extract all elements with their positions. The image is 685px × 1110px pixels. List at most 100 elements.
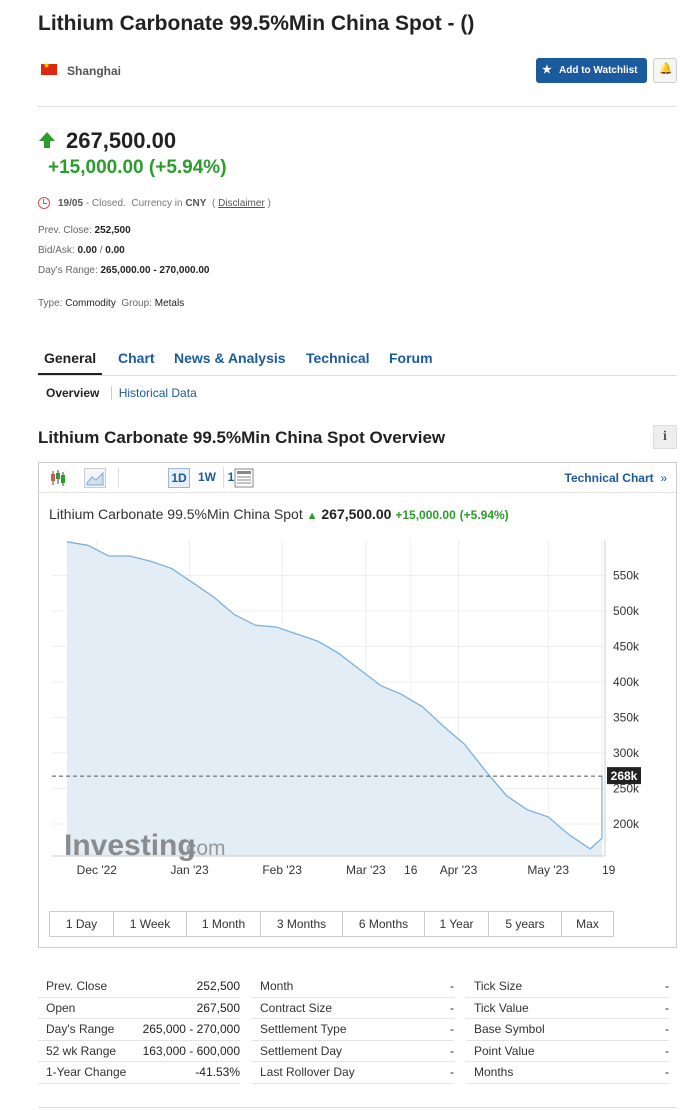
stat-label: Tick Value (474, 1000, 529, 1015)
change-percent: (+5.94%) (148, 157, 227, 178)
y-tick-label: 250k (613, 782, 640, 796)
up-arrow-icon (39, 132, 55, 148)
stat-label: Settlement Day (260, 1043, 343, 1058)
disclaimer-link[interactable]: Disclaimer (218, 198, 265, 209)
range-1-year[interactable]: 1 Year (425, 912, 489, 936)
tab-technical[interactable]: Technical (306, 350, 370, 366)
x-tick-label: Feb '23 (262, 863, 302, 877)
y-tick-label: 200k (613, 817, 640, 831)
type-value: Commodity (65, 298, 116, 309)
stat-label: Month (260, 979, 294, 993)
stat-label: 1-Year Change (46, 1065, 127, 1079)
stat-value: - (450, 1043, 454, 1058)
subtab-historical-data[interactable]: Historical Data (110, 386, 197, 400)
prev-close-value: 252,500 (94, 225, 131, 236)
stat-row: Tick Value - (466, 998, 669, 1019)
stat-row: Tick Size - (466, 976, 669, 998)
tab-forum[interactable]: Forum (389, 350, 433, 366)
range-max[interactable]: Max (576, 917, 599, 931)
price-change: +15,000.00 (+5.94%) (48, 157, 227, 179)
type-label: Type: (38, 298, 63, 309)
stat-label: Last Rollover Day (260, 1065, 355, 1079)
x-tick-label: Jan '23 (170, 863, 209, 877)
stat-row: Settlement Type - (252, 1019, 454, 1041)
chart-change-percent: (+5.94%) (459, 508, 509, 522)
bid-ask-label: Bid/Ask: (38, 245, 75, 256)
stats-column-1: Prev. Close 252,500 Open 267,500 Day's Ran… (38, 976, 240, 1084)
area-chart-icon[interactable] (84, 468, 106, 488)
tab-chart[interactable]: Chart (118, 350, 155, 366)
stat-value: - (665, 1000, 669, 1015)
bid-ask-row: Bid/Ask: 0.00 / 0.00 (38, 245, 125, 256)
clock-icon (38, 197, 50, 209)
location-label: Shanghai (67, 64, 122, 78)
chart-toolbar: 1D 1W 1M Technical Chart » (39, 463, 676, 493)
days-range-row: Day's Range: 265,000.00 - 270,000.00 (38, 265, 209, 276)
stats-column-2: Month - Contract Size - Settlement Type - S… (252, 976, 454, 1084)
interval-1d-button[interactable]: 1D (168, 468, 190, 488)
currency-label: Currency in (131, 198, 183, 209)
candlestick-icon[interactable] (49, 469, 67, 487)
technical-chart-link[interactable]: Technical Chart » (565, 471, 668, 485)
info-icon[interactable]: i (653, 425, 677, 449)
x-tick-label: Dec '22 (77, 863, 118, 877)
stat-row: Settlement Day - (252, 1041, 454, 1062)
stat-value: - (450, 1065, 454, 1079)
tab-general[interactable]: General (37, 350, 103, 375)
stat-label: Prev. Close (46, 979, 108, 993)
range-selector: 1 Day 1 Week 1 Month 3 Months 6 Months 1… (49, 911, 614, 937)
chart-instrument-name: Lithium Carbonate 99.5%Min China Spot (49, 506, 303, 522)
range-1-day[interactable]: 1 Day (50, 912, 114, 936)
overview-title: Lithium Carbonate 99.5%Min China Spot Ov… (38, 428, 446, 447)
chart-price: 267,500.00 (321, 506, 392, 522)
x-tick-label: May '23 (527, 863, 569, 877)
market-status: 19/05 - Closed. Currency in CNY ( Discla… (58, 198, 271, 209)
y-tick-label: 300k (613, 746, 640, 760)
subtab-overview[interactable]: Overview (46, 386, 100, 400)
range-1-week[interactable]: 1 Week (114, 912, 187, 936)
stat-row: Months - (466, 1062, 669, 1084)
price-line (66, 541, 603, 850)
toolbar-separator (223, 467, 224, 488)
bid-value: 0.00 (77, 245, 97, 256)
range-5-years[interactable]: 5 years (489, 912, 562, 936)
stats-column-3: Tick Size - Tick Value - Base Symbol - Poin… (466, 976, 669, 1084)
bell-icon: 🔔 (659, 63, 673, 75)
stat-label: Open (46, 1000, 76, 1015)
stat-value: - (450, 979, 454, 993)
double-chevron-right-icon: » (656, 471, 667, 485)
x-tick-label: 16 (404, 863, 418, 877)
y-tick-label: 350k (613, 711, 640, 725)
price-chart[interactable]: 550k 500k 450k 400k 350k 300k 250k 200k Dec '22 J… (39, 530, 676, 880)
range-3-months[interactable]: 3 Months (261, 912, 343, 936)
group-value: Metals (154, 298, 185, 309)
quote-date: 19/05 (58, 198, 84, 209)
stat-label: Day's Range (46, 1022, 115, 1036)
add-to-watchlist-button[interactable]: ★ Add to Watchlist (536, 58, 647, 83)
stat-value: - (450, 1000, 454, 1015)
alert-button[interactable]: 🔔 (653, 58, 677, 83)
stat-value: - (665, 1065, 669, 1079)
stat-row: Last Rollover Day - (252, 1062, 454, 1084)
stat-label: Contract Size (260, 1000, 333, 1015)
range-1-month[interactable]: 1 Month (187, 912, 261, 936)
last-price: 267,500.00 (66, 128, 177, 153)
up-arrow-icon: ▲ (306, 510, 318, 522)
table-icon[interactable] (234, 468, 254, 488)
range-6-months[interactable]: 6 Months (343, 912, 425, 936)
star-icon: ★ (542, 64, 552, 76)
interval-1w-button[interactable]: 1W (198, 470, 216, 484)
stat-row: Month - (252, 976, 454, 998)
group-label: Group: (121, 298, 152, 309)
y-tick-label: 400k (613, 675, 640, 689)
stat-label: Settlement Type (260, 1022, 347, 1036)
stat-row: Base Symbol - (466, 1019, 669, 1041)
currency: CNY (185, 198, 207, 209)
type-group-row: Type: Commodity Group: Metals (38, 298, 184, 309)
stat-value: - (450, 1022, 454, 1036)
stat-row: Contract Size - (252, 998, 454, 1019)
ask-value: 0.00 (105, 245, 125, 256)
x-tick-label: 19 (602, 863, 616, 877)
stat-row: 1-Year Change -41.53% (38, 1062, 240, 1084)
tab-news-analysis[interactable]: News & Analysis (174, 350, 286, 366)
